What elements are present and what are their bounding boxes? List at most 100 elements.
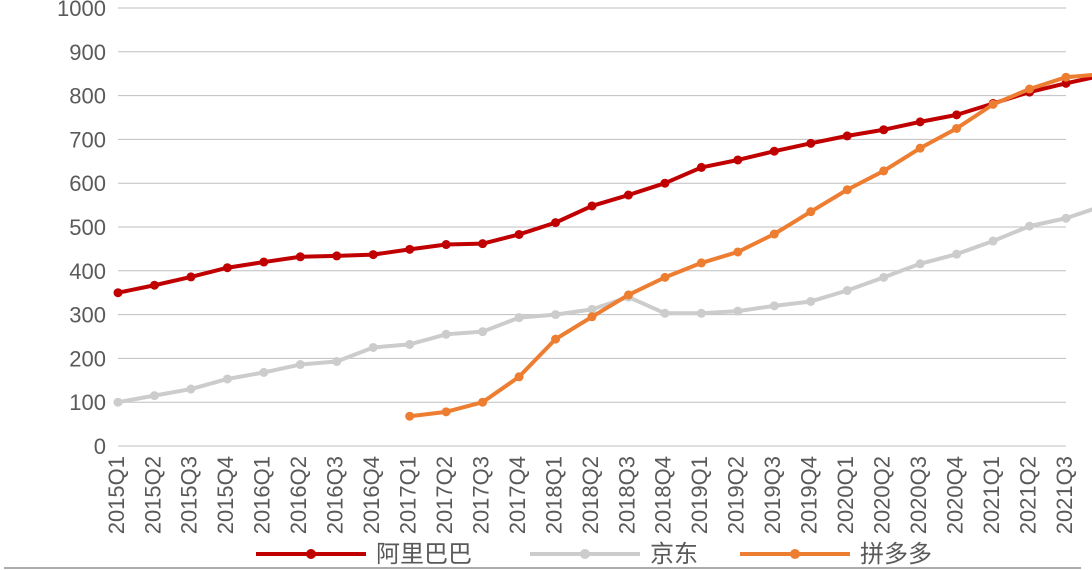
- series-marker: [442, 407, 451, 416]
- series-marker: [405, 412, 414, 421]
- legend-swatch-marker: [306, 549, 316, 559]
- series-marker: [114, 288, 123, 297]
- series-marker: [332, 357, 341, 366]
- y-tick-label: 1000: [57, 0, 106, 21]
- series-marker: [478, 327, 487, 336]
- series-marker: [223, 374, 232, 383]
- series-marker: [551, 335, 560, 344]
- series-marker: [770, 147, 779, 156]
- y-tick-label: 500: [69, 215, 106, 240]
- series-marker: [1062, 73, 1071, 82]
- series-marker: [952, 124, 961, 133]
- series-marker: [989, 237, 998, 246]
- series-marker: [770, 301, 779, 310]
- y-tick-label: 800: [69, 84, 106, 109]
- series-marker: [879, 166, 888, 175]
- y-tick-label: 400: [69, 259, 106, 284]
- x-tick-label: 2015Q2: [140, 456, 165, 534]
- x-tick-label: 2016Q1: [250, 456, 275, 534]
- series-marker: [1025, 85, 1034, 94]
- series-marker: [697, 163, 706, 172]
- series-marker: [1025, 222, 1034, 231]
- legend-swatch-marker: [580, 549, 590, 559]
- y-tick-label: 700: [69, 127, 106, 152]
- x-tick-label: 2016Q2: [286, 456, 311, 534]
- series-marker: [186, 385, 195, 394]
- legend-label: 京东: [650, 541, 698, 568]
- series-marker: [296, 360, 305, 369]
- x-tick-label: 2019Q1: [687, 456, 712, 534]
- series-marker: [806, 139, 815, 148]
- series-marker: [660, 309, 669, 318]
- y-tick-label: 0: [94, 434, 106, 459]
- series-marker: [551, 310, 560, 319]
- y-tick-label: 600: [69, 171, 106, 196]
- series-marker: [515, 372, 524, 381]
- series-marker: [624, 290, 633, 299]
- series-marker: [186, 272, 195, 281]
- series-marker: [405, 340, 414, 349]
- x-tick-label: 2015Q3: [177, 456, 202, 534]
- series-marker: [442, 240, 451, 249]
- x-tick-label: 2020Q1: [833, 456, 858, 534]
- series-marker: [478, 398, 487, 407]
- series-marker: [843, 131, 852, 140]
- series-marker: [515, 313, 524, 322]
- x-tick-label: 2019Q4: [797, 456, 822, 534]
- series-marker: [114, 398, 123, 407]
- series-marker: [733, 247, 742, 256]
- series-marker: [697, 258, 706, 267]
- series-marker: [843, 185, 852, 194]
- x-tick-label: 2018Q4: [651, 456, 676, 534]
- legend-swatch-marker: [790, 549, 800, 559]
- x-tick-label: 2018Q1: [541, 456, 566, 534]
- x-tick-label: 2021Q2: [1015, 456, 1040, 534]
- y-tick-label: 100: [69, 390, 106, 415]
- series-marker: [806, 297, 815, 306]
- series-marker: [332, 251, 341, 260]
- x-tick-label: 2017Q2: [432, 456, 457, 534]
- x-tick-label: 2019Q2: [724, 456, 749, 534]
- series-marker: [259, 258, 268, 267]
- series-marker: [879, 125, 888, 134]
- x-tick-label: 2016Q3: [323, 456, 348, 534]
- series-marker: [588, 201, 597, 210]
- series-marker: [989, 100, 998, 109]
- series-marker: [697, 309, 706, 318]
- series-marker: [879, 273, 888, 282]
- y-tick-label: 200: [69, 346, 106, 371]
- series-marker: [733, 155, 742, 164]
- x-tick-label: 2015Q4: [213, 456, 238, 534]
- series-marker: [442, 330, 451, 339]
- x-tick-label: 2020Q2: [870, 456, 895, 534]
- x-tick-label: 2021Q1: [979, 456, 1004, 534]
- x-tick-label: 2018Q3: [614, 456, 639, 534]
- x-tick-label: 2019Q3: [760, 456, 785, 534]
- series-marker: [916, 259, 925, 268]
- y-tick-label: 900: [69, 40, 106, 65]
- series-marker: [369, 250, 378, 259]
- x-tick-label: 2021Q3: [1052, 456, 1077, 534]
- series-marker: [405, 245, 414, 254]
- line-chart: 010020030040050060070080090010002015Q120…: [0, 0, 1092, 570]
- series-marker: [624, 191, 633, 200]
- series-marker: [259, 368, 268, 377]
- series-marker: [770, 230, 779, 239]
- series-marker: [223, 263, 232, 272]
- x-tick-label: 2020Q3: [906, 456, 931, 534]
- series-marker: [150, 391, 159, 400]
- x-tick-label: 2015Q1: [104, 456, 129, 534]
- series-marker: [588, 312, 597, 321]
- series-marker: [150, 281, 159, 290]
- series-marker: [478, 239, 487, 248]
- x-tick-label: 2018Q2: [578, 456, 603, 534]
- series-marker: [660, 273, 669, 282]
- series-marker: [660, 179, 669, 188]
- legend-label: 拼多多: [860, 541, 932, 568]
- series-marker: [733, 307, 742, 316]
- series-marker: [952, 250, 961, 259]
- x-tick-label: 2016Q4: [359, 456, 384, 534]
- series-marker: [806, 207, 815, 216]
- chart-svg: 010020030040050060070080090010002015Q120…: [0, 0, 1092, 570]
- series-marker: [369, 343, 378, 352]
